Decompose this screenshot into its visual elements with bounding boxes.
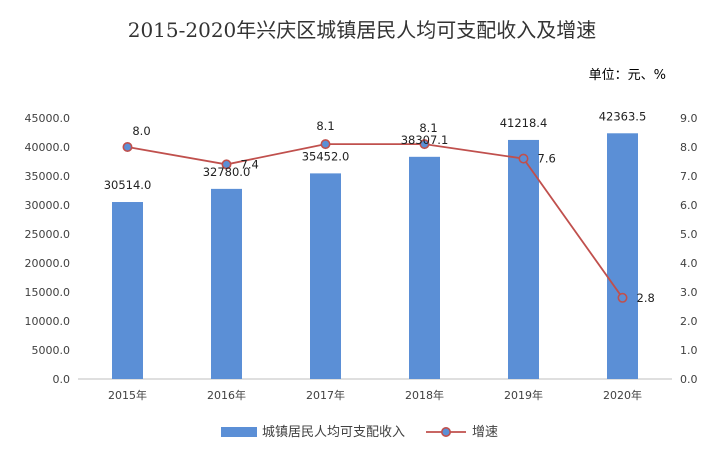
bar-data-label: 30514.0 [104,178,152,192]
growth-point [419,139,430,150]
y-left-tick-label: 45000.0 [25,112,71,125]
bar [211,188,242,379]
line-data-label: 2.8 [637,291,655,305]
growth-point [518,153,529,164]
bar-data-label: 42363.5 [599,109,647,123]
bar [310,173,341,379]
y-left-tick-label: 10000.0 [25,315,71,328]
y-left-tick-label: 0.0 [53,373,71,386]
line-data-label: 7.6 [538,152,556,166]
y-right-tick-label: 0.0 [680,373,698,386]
bar [607,133,638,379]
x-tick-label: 2015年 [108,388,147,402]
y-left-tick-label: 35000.0 [25,170,71,183]
bar [409,156,440,379]
legend-bar-swatch [221,427,257,437]
y-right-tick-label: 8.0 [680,141,698,154]
y-right-tick-label: 4.0 [680,257,698,270]
bar-data-label: 35452.0 [302,149,350,163]
bar [508,139,539,379]
growth-line [127,143,624,299]
y-right-tick-label: 2.0 [680,315,698,328]
y-left-tick-label: 30000.0 [25,199,71,212]
y-right-tick-label: 3.0 [680,286,698,299]
bar-data-label: 41218.4 [500,116,548,130]
bar [112,202,143,379]
y-right-tick-label: 1.0 [680,344,698,357]
y-left-tick-label: 40000.0 [25,141,71,154]
chart-legend: 城镇居民人均可支配收入 增速 [221,425,498,440]
growth-point [221,159,232,170]
unit-label: 单位：元、% [588,68,666,83]
growth-point [617,292,628,303]
legend-line-marker [440,427,451,437]
x-tick-label: 2017年 [306,388,345,402]
y-right-tick-label: 9.0 [680,112,698,125]
x-tick-label: 2016年 [207,388,246,402]
chart-title: 2015-2020年兴庆区城镇居民人均可支配收入及增速 [127,18,597,42]
bar-data-label: 38307.1 [401,133,449,147]
legend-line-label: 增速 [472,425,498,440]
line-data-label: 8.0 [132,124,150,138]
y-left-tick-label: 15000.0 [25,286,71,299]
line-data-label: 7.4 [241,157,259,171]
y-right-tick-label: 6.0 [680,199,698,212]
x-tick-label: 2019年 [504,388,543,402]
y-right-tick-label: 7.0 [680,170,698,183]
line-data-label: 8.1 [316,119,334,133]
x-tick-label: 2020年 [603,388,642,402]
line-data-label: 8.1 [419,121,437,135]
y-right-tick-label: 5.0 [680,228,698,241]
growth-point [122,142,133,153]
legend-bar-label: 城镇居民人均可支配收入 [262,425,405,440]
growth-point [320,139,331,150]
x-tick-label: 2018年 [405,388,444,402]
bar-data-label: 32780.0 [203,165,251,179]
y-left-tick-label: 5000.0 [32,344,71,357]
y-left-tick-label: 20000.0 [25,257,71,270]
y-left-tick-label: 25000.0 [25,228,71,241]
